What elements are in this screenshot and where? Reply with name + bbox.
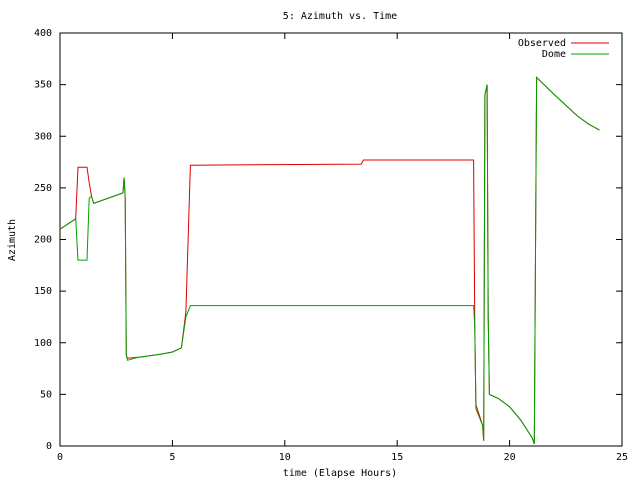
x-tick-label: 15 bbox=[391, 452, 403, 463]
data-line bbox=[59, 76, 600, 445]
y-tick-label: 150 bbox=[34, 286, 52, 297]
y-tick-label: 300 bbox=[34, 131, 52, 142]
legend-label: Observed bbox=[518, 38, 566, 49]
chart-title: 5: Azimuth vs. Time bbox=[283, 11, 397, 22]
x-tick-label: 20 bbox=[504, 452, 516, 463]
y-axis-label: Azimuth bbox=[7, 219, 18, 261]
x-tick-label: 10 bbox=[279, 452, 291, 463]
x-tick-label: 5 bbox=[169, 452, 175, 463]
y-tick-label: 200 bbox=[34, 235, 52, 246]
y-tick-label: 350 bbox=[34, 80, 52, 91]
x-axis-label: time (Elapse Hours) bbox=[283, 468, 397, 479]
y-tick-label: 100 bbox=[34, 338, 52, 349]
y-tick-label: 400 bbox=[34, 28, 52, 39]
y-tick-label: 250 bbox=[34, 183, 52, 194]
y-tick-label: 0 bbox=[46, 441, 52, 452]
legend-label: Dome bbox=[542, 49, 566, 60]
x-tick-label: 0 bbox=[57, 452, 63, 463]
y-tick-label: 50 bbox=[40, 389, 52, 400]
x-tick-label: 25 bbox=[616, 452, 628, 463]
